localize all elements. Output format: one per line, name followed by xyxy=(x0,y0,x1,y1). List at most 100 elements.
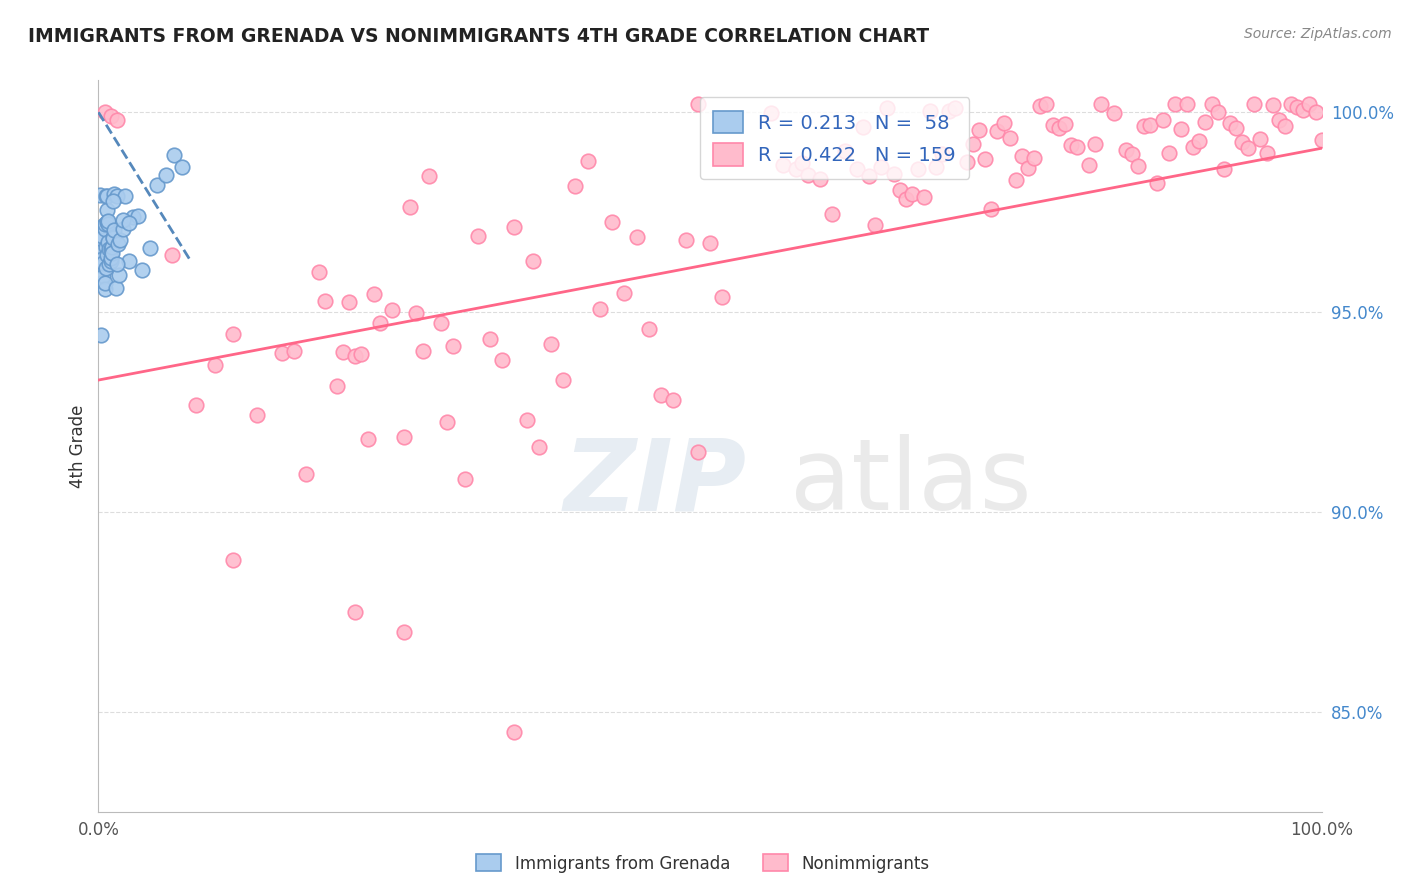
Point xyxy=(883,168,905,182)
Point xyxy=(186,398,208,412)
Point xyxy=(350,346,373,360)
Point xyxy=(527,440,550,454)
Point xyxy=(1078,157,1101,171)
Point xyxy=(1237,141,1260,155)
Point xyxy=(1152,113,1174,128)
Point xyxy=(204,358,226,372)
Point xyxy=(1115,144,1137,158)
Point xyxy=(626,230,648,244)
Point xyxy=(1182,140,1205,154)
Point xyxy=(100,251,122,265)
Point xyxy=(105,257,128,271)
Point xyxy=(1133,119,1156,133)
Point xyxy=(441,339,464,353)
Point xyxy=(91,275,114,289)
Point xyxy=(139,241,162,255)
Point xyxy=(97,213,120,227)
Point xyxy=(1139,118,1161,132)
Point xyxy=(1206,105,1229,120)
Point xyxy=(858,169,880,184)
Point xyxy=(93,282,115,296)
Point xyxy=(637,322,661,336)
Point xyxy=(675,233,697,247)
Point xyxy=(91,252,114,267)
Point xyxy=(912,190,935,204)
Point xyxy=(90,244,112,258)
Point xyxy=(93,276,115,290)
Point xyxy=(90,259,112,273)
Point xyxy=(392,624,416,639)
Point xyxy=(974,153,997,167)
Point xyxy=(131,263,153,277)
Point xyxy=(222,327,245,342)
Point xyxy=(808,172,831,186)
Point xyxy=(326,379,349,393)
Point xyxy=(295,467,318,482)
Point xyxy=(962,136,984,151)
Point xyxy=(863,218,886,232)
Point xyxy=(870,160,893,174)
Point xyxy=(576,154,599,169)
Point xyxy=(467,229,489,244)
Point xyxy=(105,188,128,202)
Point xyxy=(600,215,623,229)
Point xyxy=(1164,97,1187,112)
Point xyxy=(589,302,612,317)
Point xyxy=(553,373,575,387)
Point xyxy=(103,187,125,202)
Point xyxy=(163,148,186,162)
Point xyxy=(943,101,966,115)
Point xyxy=(931,147,953,161)
Point xyxy=(852,120,875,134)
Point xyxy=(110,233,132,247)
Point xyxy=(1310,133,1333,147)
Point xyxy=(399,200,422,214)
Point xyxy=(101,231,124,245)
Point xyxy=(1249,132,1271,146)
Point xyxy=(344,349,367,363)
Point xyxy=(1060,138,1083,153)
Text: IMMIGRANTS FROM GRENADA VS NONIMMIGRANTS 4TH GRADE CORRELATION CHART: IMMIGRANTS FROM GRENADA VS NONIMMIGRANTS… xyxy=(28,27,929,45)
Text: atlas: atlas xyxy=(790,434,1031,531)
Point xyxy=(430,316,453,330)
Point xyxy=(89,188,111,202)
Point xyxy=(834,144,856,158)
Point xyxy=(1004,173,1026,187)
Point xyxy=(967,123,990,137)
Point xyxy=(1219,116,1241,130)
Point xyxy=(270,346,294,360)
Point xyxy=(405,306,427,320)
Point xyxy=(91,269,114,284)
Point xyxy=(1011,149,1033,163)
Point xyxy=(503,219,526,234)
Point xyxy=(662,392,685,407)
Point xyxy=(98,242,121,256)
Point xyxy=(91,260,114,274)
Point xyxy=(845,161,868,176)
Point xyxy=(522,254,544,268)
Text: Source: ZipAtlas.com: Source: ZipAtlas.com xyxy=(1244,27,1392,41)
Point xyxy=(101,246,124,260)
Point xyxy=(101,230,124,244)
Point xyxy=(114,189,136,203)
Point xyxy=(93,222,115,236)
Point xyxy=(155,168,177,182)
Point xyxy=(907,162,929,177)
Point xyxy=(1170,122,1192,136)
Point xyxy=(1225,120,1247,135)
Point xyxy=(1146,176,1168,190)
Point xyxy=(1268,113,1291,128)
Point xyxy=(381,302,404,317)
Point xyxy=(894,192,917,206)
Point xyxy=(146,178,169,192)
Point xyxy=(283,343,305,358)
Point xyxy=(1066,139,1088,153)
Point xyxy=(876,102,898,116)
Y-axis label: 4th Grade: 4th Grade xyxy=(69,404,87,488)
Point xyxy=(1017,161,1039,175)
Point xyxy=(1201,97,1223,112)
Point xyxy=(100,242,122,256)
Point xyxy=(111,222,134,236)
Point xyxy=(332,345,354,359)
Point xyxy=(980,202,1002,217)
